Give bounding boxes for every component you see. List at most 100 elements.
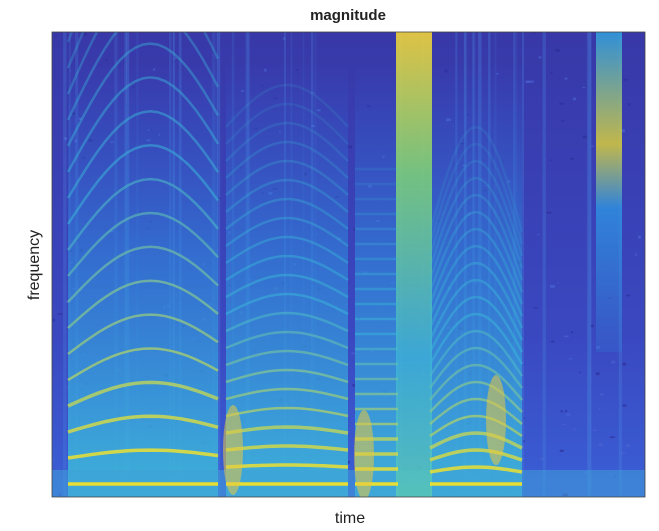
- harmonic: [67, 448, 219, 460]
- noise: [561, 423, 566, 426]
- harmonic: [225, 159, 349, 196]
- noise: [353, 227, 356, 231]
- noise: [351, 352, 357, 355]
- streak: [216, 32, 221, 497]
- harmonic: [428, 125, 524, 233]
- noise: [568, 358, 573, 360]
- harmonic: [66, 76, 220, 173]
- harmonic: [225, 254, 349, 282]
- streak: [588, 32, 592, 497]
- harmonic: [225, 197, 349, 230]
- noise: [173, 57, 177, 59]
- noise: [620, 129, 625, 133]
- harmonic: [225, 140, 349, 179]
- x-axis-label: time: [335, 510, 365, 527]
- noise: [531, 32, 536, 34]
- noise: [550, 71, 553, 74]
- noise: [523, 417, 526, 419]
- noise: [625, 444, 631, 448]
- noise: [523, 440, 525, 443]
- chart-title: magnitude: [310, 7, 386, 24]
- onset: [486, 375, 506, 465]
- noise: [52, 460, 55, 462]
- harmonic: [67, 414, 219, 434]
- noise: [582, 87, 586, 89]
- noise: [550, 340, 555, 343]
- harmonic: [68, 0, 218, 16]
- noise: [52, 318, 55, 322]
- plot-area: [52, 0, 645, 497]
- harmonic: [428, 227, 524, 305]
- noise: [557, 282, 559, 284]
- noise: [565, 410, 568, 413]
- harmonic: [429, 465, 523, 474]
- harmonic: [428, 159, 524, 257]
- onset: [223, 405, 243, 495]
- harmonic: [67, 245, 219, 303]
- streak: [542, 32, 546, 497]
- segment-glow: [430, 60, 522, 497]
- y-axis-label: frequency: [26, 230, 43, 300]
- streak: [586, 32, 590, 497]
- noise: [598, 407, 601, 410]
- harmonic: [225, 83, 349, 128]
- noise: [539, 457, 545, 461]
- noise: [538, 56, 542, 59]
- noise: [579, 371, 581, 374]
- stripe: [396, 32, 432, 497]
- noise: [564, 77, 568, 80]
- noise: [595, 372, 600, 376]
- harmonic: [428, 244, 524, 317]
- noise: [590, 145, 595, 147]
- harmonic: [429, 431, 523, 450]
- harmonic: [225, 349, 349, 367]
- noise: [525, 80, 531, 84]
- noise: [559, 102, 565, 105]
- noise: [212, 51, 217, 54]
- harmonic: [428, 176, 524, 269]
- noise: [599, 393, 605, 396]
- noise: [216, 197, 221, 200]
- stripe: [596, 32, 622, 352]
- harmonic: [225, 368, 349, 384]
- harmonic: [429, 363, 523, 401]
- noise: [104, 59, 108, 61]
- noise: [589, 324, 594, 328]
- harmonic: [66, 42, 220, 147]
- noise: [565, 413, 571, 416]
- harmonic: [428, 142, 524, 245]
- harmonic: [429, 414, 523, 438]
- noise: [563, 335, 569, 338]
- harmonic: [225, 178, 349, 213]
- noise: [54, 34, 58, 37]
- harmonic: [67, 380, 219, 408]
- harmonic: [67, 211, 219, 277]
- noise: [559, 449, 564, 452]
- segment-glow: [226, 60, 348, 497]
- harmonic: [66, 32, 220, 95]
- noise: [529, 80, 534, 83]
- harmonic: [66, 110, 220, 199]
- noise: [570, 157, 574, 160]
- harmonic: [428, 329, 524, 377]
- harmonic: [67, 279, 219, 329]
- noise: [352, 384, 355, 387]
- streak: [522, 32, 524, 497]
- harmonic: [66, 143, 220, 225]
- noise: [560, 410, 563, 413]
- harmonic: [225, 102, 349, 145]
- harmonic: [67, 347, 219, 382]
- harmonic: [428, 193, 524, 281]
- harmonic: [429, 380, 523, 413]
- noise: [570, 331, 574, 334]
- noise: [57, 313, 63, 315]
- harmonic: [225, 216, 349, 248]
- noise: [64, 137, 67, 141]
- noise: [627, 103, 631, 106]
- noise: [348, 145, 353, 149]
- harmonic: [429, 397, 523, 425]
- harmonic: [428, 346, 524, 389]
- noise: [555, 49, 560, 52]
- noise: [282, 37, 286, 40]
